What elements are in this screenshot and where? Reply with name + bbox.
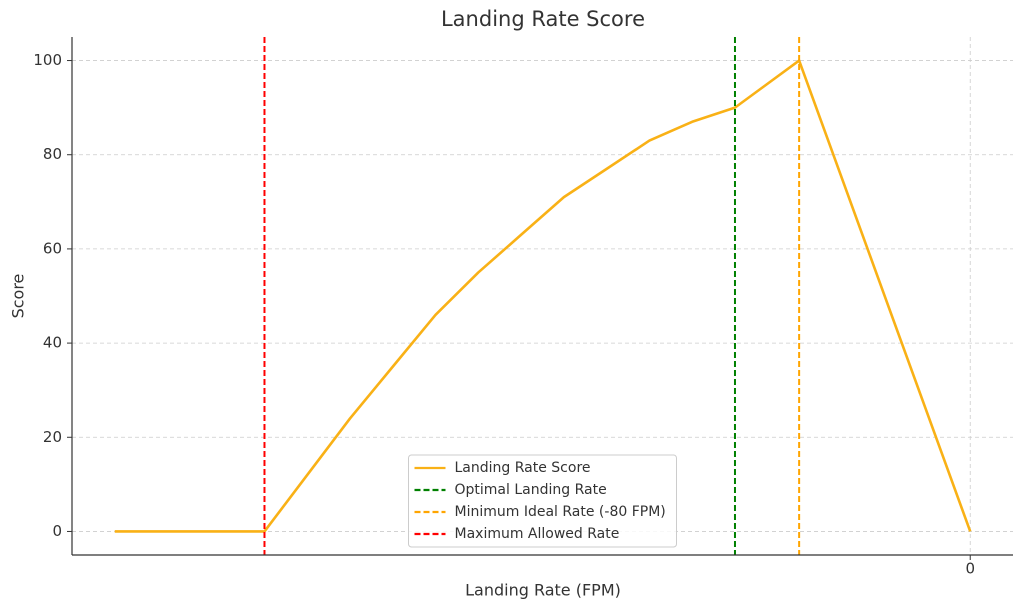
- legend-label: Maximum Allowed Rate: [455, 526, 620, 542]
- legend: Landing Rate Score Optimal Landing Rate Mi…: [408, 454, 677, 548]
- legend-label: Optimal Landing Rate: [455, 482, 607, 498]
- legend-label: Minimum Ideal Rate (-80 FPM): [455, 504, 666, 520]
- x-axis-label: Landing Rate (FPM): [465, 581, 621, 600]
- y-tick-label: 0: [52, 522, 62, 540]
- chart-title: Landing Rate Score: [441, 7, 645, 31]
- legend-label: Landing Rate Score: [455, 460, 591, 476]
- x-tick-label: 0: [965, 560, 975, 578]
- y-axis-label: Score: [9, 274, 28, 319]
- legend-box: [408, 454, 677, 548]
- y-tick-label: 80: [43, 145, 62, 163]
- data-line: [114, 59, 972, 533]
- y-tick-label: 100: [33, 51, 62, 69]
- y-tick-label: 60: [43, 239, 62, 257]
- y-tick-label: 20: [43, 428, 62, 446]
- y-tick-label: 40: [43, 334, 62, 352]
